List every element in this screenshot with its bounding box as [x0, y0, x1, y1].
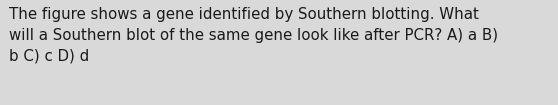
- Text: The figure shows a gene identified by Southern blotting. What
will a Southern bl: The figure shows a gene identified by So…: [9, 7, 498, 63]
